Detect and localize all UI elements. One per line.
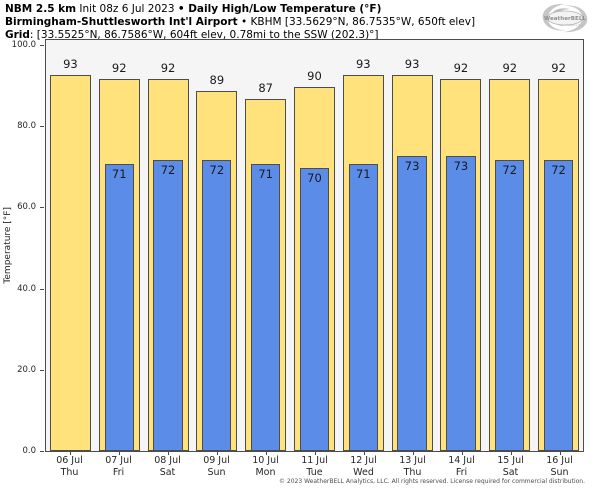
low-temp-value: 72: [502, 163, 518, 178]
x-tick-mark: [510, 452, 512, 455]
x-tick-label: 07 Jul Fri: [105, 455, 132, 478]
y-tick-mark: [40, 126, 44, 128]
x-tick-label: 16 Jul Sun: [546, 455, 573, 478]
x-axis: 06 Jul Thu 07 Jul Fri 08 Jul Sat 09 Jul Sun 10 J…: [45, 452, 584, 481]
x-tick-mark: [216, 452, 218, 455]
high-temp-value: 93: [355, 57, 371, 72]
high-temp-value: 92: [551, 61, 566, 76]
y-tick-mark: [40, 207, 44, 209]
high-temp-value: 92: [453, 61, 469, 76]
low-temp-bar: 70: [299, 168, 330, 451]
low-temp-value: 73: [453, 159, 469, 173]
x-tick-mark: [265, 452, 267, 455]
y-tick-mark: [40, 369, 44, 371]
day-slot: 92 72: [144, 40, 193, 451]
high-temp-value: 90: [307, 69, 322, 84]
x-tick-mark: [363, 452, 365, 455]
weatherbell-logo: WeatherBELL Analytics LLC: [542, 3, 588, 33]
high-temp-value: 89: [209, 73, 225, 88]
high-temp-bar: [49, 75, 91, 451]
day-slot: 93 71: [339, 40, 388, 451]
header-line-3: Grid: [33.5525°N, 86.7586°W, 604ft elev,…: [5, 29, 475, 42]
low-temp-bar: 71: [251, 164, 281, 451]
low-temp-bar: 73: [397, 156, 427, 451]
x-tick-mark: [314, 452, 316, 455]
x-tick-label: 12 Jul Wed: [350, 455, 377, 478]
high-temp-value: 87: [258, 81, 273, 96]
x-tick-label: 13 Jul Thu: [399, 455, 426, 478]
y-tick-label: 100.0: [11, 39, 36, 50]
header-line-2: Birmingham-Shuttlesworth Int'l Airport •…: [5, 16, 475, 29]
low-temp-bar: 72: [543, 160, 574, 451]
day-slot: 90 70: [290, 40, 339, 451]
station-meta: • KBHM [33.5629°N, 86.7535°W, 650ft elev…: [237, 15, 476, 28]
high-temp-value: 92: [502, 61, 518, 76]
high-temp-value: 92: [111, 61, 127, 76]
y-tick-label: 40.0: [17, 283, 36, 294]
day-slot: 92 72: [534, 40, 583, 451]
y-tick-label: 20.0: [17, 364, 36, 375]
x-tick-mark: [167, 452, 169, 455]
y-axis: 0.0 20.0 40.0 60.0 80.0 100.0: [0, 39, 45, 456]
y-tick-label: 60.0: [17, 202, 36, 213]
x-tick-mark: [559, 452, 561, 455]
x-tick-mark: [118, 452, 120, 455]
low-temp-value: 72: [209, 163, 225, 178]
low-temp-bar: 71: [104, 164, 134, 451]
x-tick-label: 06 Jul Thu: [56, 455, 83, 478]
day-slot: 89 72: [192, 40, 241, 451]
product-title: • Daily High/Low Temperature (°F): [177, 3, 382, 15]
header-line-1: NBM 2.5 km Init 08z 6 Jul 2023 • Daily H…: [5, 3, 475, 16]
y-tick-label: 80.0: [17, 121, 36, 132]
high-temp-value: 92: [160, 61, 176, 76]
x-tick-label: 08 Jul Sat: [154, 455, 181, 478]
chart-header: NBM 2.5 km Init 08z 6 Jul 2023 • Daily H…: [5, 3, 475, 41]
day-slot: 93 73: [388, 40, 437, 451]
low-temp-bar: 73: [446, 156, 476, 451]
x-tick-label: 10 Jul Mon: [252, 455, 279, 478]
day-slot: 87 71: [241, 40, 290, 451]
high-temp-value: 93: [404, 57, 420, 72]
x-tick-label: 09 Jul Sun: [203, 455, 230, 478]
y-tick-mark: [40, 288, 44, 290]
grid-meta: : [33.5525°N, 86.7586°W, 604ft elev, 0.7…: [29, 28, 379, 41]
low-temp-bar: 72: [153, 160, 183, 451]
model-name: NBM 2.5 km: [5, 3, 77, 15]
y-tick-mark: [40, 44, 44, 46]
low-temp-bar: 72: [495, 160, 525, 451]
x-tick-mark: [69, 452, 71, 455]
low-temp-value: 72: [160, 163, 176, 178]
x-tick-mark: [412, 452, 414, 455]
plot-area: 93 92 71 92 72 89 72 87 71 90 70 93 71 93 73 92 73 92 72 92…: [45, 39, 584, 452]
low-temp-bar: 71: [348, 164, 378, 451]
logo-sub-text: Analytics LLC: [565, 23, 582, 27]
day-slot: 92 72: [485, 40, 534, 451]
copyright-notice: © 2023 WeatherBELL Analytics, LLC. All r…: [279, 478, 585, 485]
day-slot: 93: [46, 40, 95, 451]
low-temp-value: 71: [355, 167, 371, 182]
logo-brand-text: WeatherBELL: [544, 16, 586, 22]
low-temp-value: 71: [258, 167, 273, 182]
grid-label: Grid: [5, 28, 30, 41]
x-tick-label: 15 Jul Sat: [497, 455, 524, 478]
high-temp-value: 93: [63, 57, 78, 72]
logo-oval: [547, 10, 583, 26]
x-tick-label: 11 Jul Tue: [301, 455, 328, 478]
x-tick-label: 14 Jul Fri: [448, 455, 475, 478]
low-temp-value: 71: [111, 167, 127, 182]
y-tick-label: 0.0: [22, 446, 36, 456]
low-temp-value: 72: [551, 163, 566, 178]
x-tick-mark: [461, 452, 463, 455]
station-name: Birmingham-Shuttlesworth Int'l Airport: [5, 15, 238, 28]
day-slot: 92 73: [437, 40, 486, 451]
low-temp-bar: 72: [202, 160, 232, 451]
low-temp-value: 70: [307, 171, 322, 186]
low-temp-value: 73: [404, 159, 420, 173]
day-slot: 92 71: [95, 40, 144, 451]
y-tick-mark: [40, 451, 44, 452]
init-time: Init 08z 6 Jul 2023: [76, 3, 178, 15]
